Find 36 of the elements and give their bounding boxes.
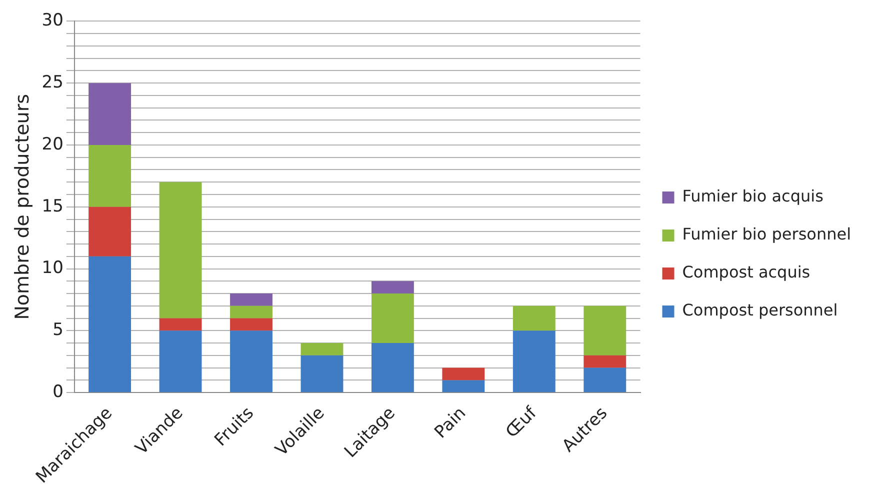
- bar: [584, 368, 626, 392]
- bar: [88, 83, 132, 145]
- x-tick-label: Pain: [430, 403, 470, 442]
- bar: [159, 182, 202, 318]
- bar: [512, 330, 556, 392]
- y-tick-label: 5: [52, 320, 64, 340]
- bar: [159, 330, 202, 392]
- bar: [230, 318, 272, 331]
- bar: [512, 306, 556, 331]
- bar: [584, 355, 626, 368]
- bar: [300, 355, 344, 392]
- bar: [159, 318, 202, 331]
- bar: [230, 294, 272, 306]
- bar: [442, 368, 485, 380]
- y-tick-label: 30: [42, 10, 64, 31]
- bar: [371, 343, 414, 392]
- y-tick-label: 15: [42, 196, 64, 216]
- bar: [88, 206, 132, 256]
- y-axis-title: Nombre de producteurs: [11, 94, 34, 320]
- bar: [371, 294, 414, 344]
- legend-label: Compost acquis: [682, 262, 810, 282]
- bar: [230, 306, 272, 318]
- legend-label: Fumier bio personnel: [682, 224, 852, 244]
- bar: [88, 144, 132, 207]
- bar: [300, 343, 344, 356]
- y-tick-label: 0: [52, 382, 64, 402]
- bar: [230, 330, 272, 392]
- bar: [371, 281, 414, 294]
- bar: [88, 256, 132, 392]
- bar: [442, 380, 485, 392]
- legend-label: Compost personnel: [682, 300, 838, 320]
- y-tick-label: 20: [42, 134, 64, 154]
- bar: [584, 306, 626, 356]
- y-tick-label: 25: [42, 72, 64, 93]
- legend-label: Fumier bio acquis: [682, 186, 824, 206]
- y-tick-label: 10: [42, 258, 64, 278]
